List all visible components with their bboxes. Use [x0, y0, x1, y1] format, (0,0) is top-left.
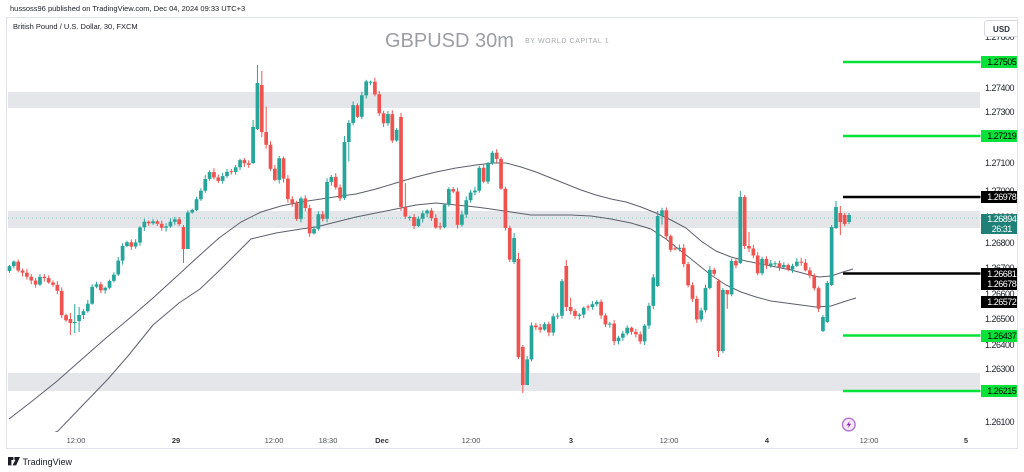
svg-text:TradingView: TradingView [23, 457, 73, 467]
